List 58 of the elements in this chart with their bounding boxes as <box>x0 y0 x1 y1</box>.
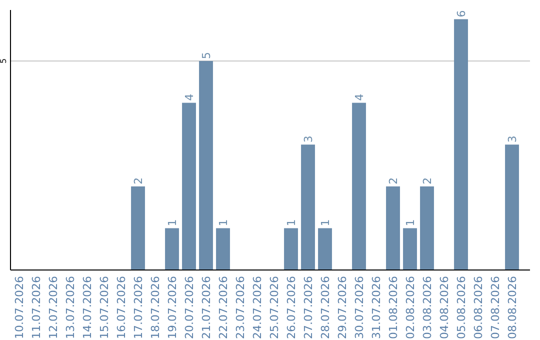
data-label: 3 <box>506 136 519 143</box>
bar <box>216 228 230 270</box>
bar <box>318 228 332 270</box>
data-label: 1 <box>404 219 417 226</box>
data-label: 2 <box>421 177 434 184</box>
bar <box>386 186 400 270</box>
x-tick-label: 22.07.2026 <box>217 276 230 339</box>
x-tick-label: 19.07.2026 <box>166 276 179 339</box>
data-label: 4 <box>183 94 196 101</box>
data-label: 5 <box>200 52 213 59</box>
data-label: 4 <box>353 94 366 101</box>
bar <box>131 186 145 270</box>
x-tick-label: 20.07.2026 <box>183 276 196 339</box>
x-tick-label: 13.07.2026 <box>64 276 77 339</box>
x-tick-label: 29.07.2026 <box>336 276 349 339</box>
x-tick-label: 05.08.2026 <box>455 276 468 339</box>
x-tick-label: 01.08.2026 <box>387 276 400 339</box>
x-tick-label: 14.07.2026 <box>81 276 94 339</box>
x-tick-label: 31.07.2026 <box>370 276 383 339</box>
x-tick-label: 27.07.2026 <box>302 276 315 339</box>
x-tick-label: 08.08.2026 <box>506 276 519 339</box>
bar <box>420 186 434 270</box>
data-label: 1 <box>166 219 179 226</box>
x-tick-label: 17.07.2026 <box>132 276 145 339</box>
data-label: 1 <box>319 219 332 226</box>
data-label: 3 <box>302 136 315 143</box>
x-tick-label: 07.08.2026 <box>489 276 502 339</box>
data-label: 2 <box>132 177 145 184</box>
data-label: 2 <box>387 177 400 184</box>
data-label: 1 <box>285 219 298 226</box>
x-tick-label: 28.07.2026 <box>319 276 332 339</box>
x-tick-label: 23.07.2026 <box>234 276 247 339</box>
x-tick-label: 18.07.2026 <box>149 276 162 339</box>
x-tick-label: 11.07.2026 <box>30 276 43 339</box>
x-tick-label: 02.08.2026 <box>404 276 417 339</box>
data-label: 6 <box>455 10 468 18</box>
bar <box>352 102 366 270</box>
x-tick-label: 26.07.2026 <box>285 276 298 339</box>
bar <box>284 228 298 270</box>
bar <box>182 102 196 270</box>
x-tick-label: 15.07.2026 <box>98 276 111 339</box>
bar <box>454 19 468 270</box>
x-tick-label: 06.08.2026 <box>472 276 485 339</box>
x-tick-label: 16.07.2026 <box>115 276 128 339</box>
bar <box>403 228 417 270</box>
x-tick-label: 21.07.2026 <box>200 276 213 339</box>
bar <box>165 228 179 270</box>
x-tick-label: 04.08.2026 <box>438 276 451 339</box>
x-tick-label: 24.07.2026 <box>251 276 264 339</box>
bar <box>301 144 315 270</box>
x-tick-label: 25.07.2026 <box>268 276 281 339</box>
bar <box>199 60 213 270</box>
bar <box>505 144 519 270</box>
x-tick-label: 30.07.2026 <box>353 276 366 339</box>
data-label: 1 <box>217 219 230 226</box>
x-tick-label: 10.07.2026 <box>13 276 26 339</box>
x-tick-label: 03.08.2026 <box>421 276 434 339</box>
x-tick-label: 12.07.2026 <box>47 276 60 339</box>
